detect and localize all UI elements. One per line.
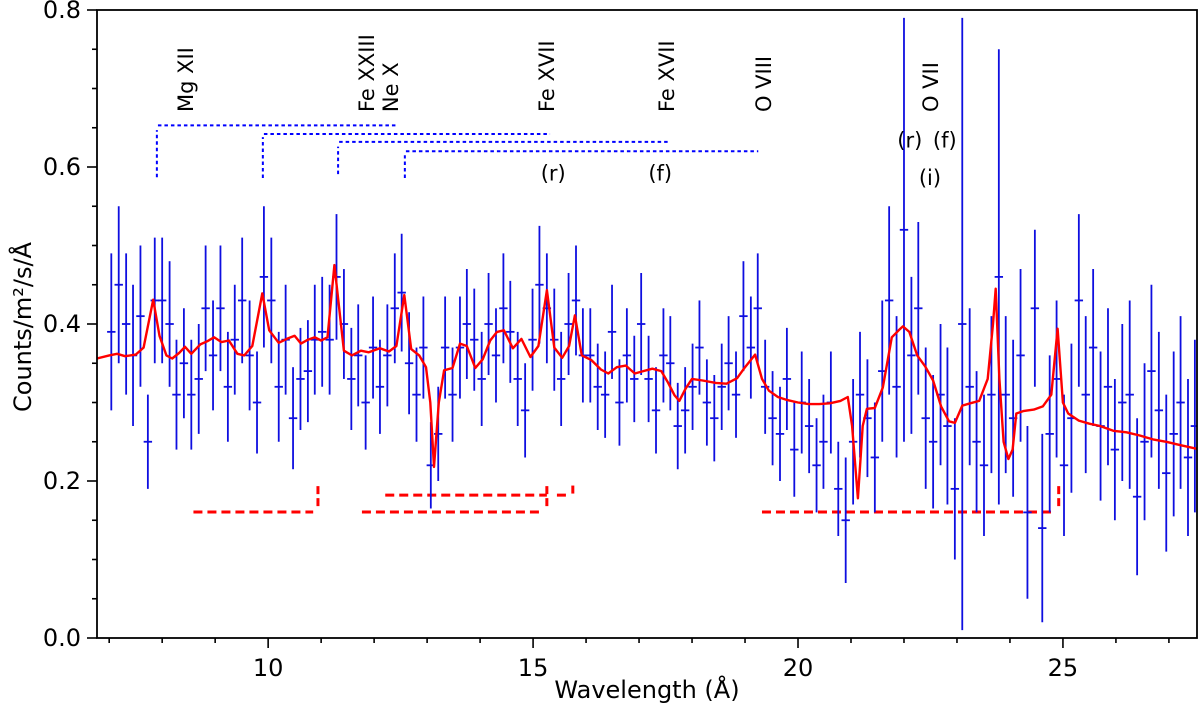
line-label-o-vii-r-tag: (r) (897, 128, 922, 152)
x-tick-label: 25 (1048, 654, 1079, 682)
x-tick-label: 20 (783, 654, 814, 682)
range-markers (193, 484, 1061, 514)
axis-tick-labels: 10 15 20 25 0.0 0.2 0.4 0.6 0.8 (43, 0, 1078, 682)
y-tick-label: 0.4 (43, 310, 81, 338)
x-tick-label: 15 (518, 654, 549, 682)
y-axis-title: Counts/m²/s/Å (9, 242, 37, 412)
y-tick-label: 0.8 (43, 0, 81, 24)
x-axis-title: Wavelength (Å) (554, 676, 740, 704)
model-curve (97, 263, 1197, 500)
y-tick-label: 0.0 (43, 624, 81, 652)
line-label-fe-xvii-f-tag: (f) (648, 161, 672, 185)
line-label-ne-x: Ne X (379, 62, 403, 112)
y-tick-label: 0.6 (43, 153, 81, 181)
axis-ticks (87, 9, 1170, 648)
line-label-fe-xvii-r: Fe XVII (535, 40, 559, 112)
line-label-fe-xxiii: Fe XXIII (355, 34, 379, 112)
line-label-o-viii: O VIII (752, 56, 776, 112)
line-label-o-vii: O VII (919, 62, 943, 112)
line-label-mg-xii: Mg XII (174, 47, 198, 112)
y-tick-label: 0.2 (43, 467, 81, 495)
line-id-brackets (155, 124, 759, 178)
line-label-fe-xvii-r-tag: (r) (541, 161, 566, 185)
line-labels: Mg XII Fe XXIII Ne X Fe XVII Fe XVII O VIII O … (174, 34, 957, 190)
line-label-o-vii-i-tag: (i) (919, 166, 941, 190)
line-label-fe-xvii-f: Fe XVII (655, 40, 679, 112)
line-label-o-vii-f-tag: (f) (933, 128, 957, 152)
x-tick-label: 10 (253, 654, 284, 682)
